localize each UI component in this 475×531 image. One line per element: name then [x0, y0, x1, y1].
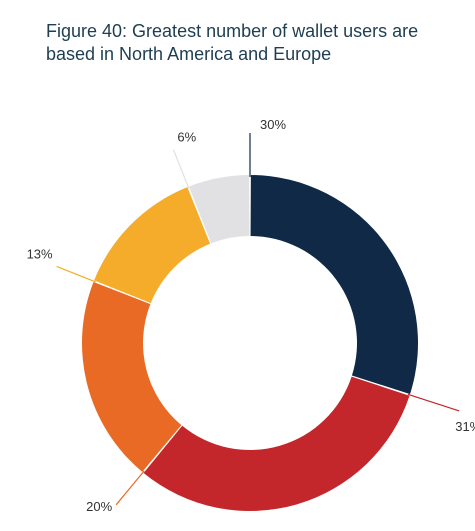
leader-line-31-percent [407, 393, 460, 412]
donut-slice-20-percent [82, 281, 182, 472]
donut-slice-30-percent [250, 175, 418, 395]
slice-label-30-percent: 30% [260, 117, 286, 132]
leader-line-6-percent [172, 149, 190, 189]
donut-slices [82, 175, 418, 511]
slice-label-13-percent: 13% [27, 246, 53, 261]
slice-label-31-percent: 31% [455, 419, 475, 434]
slice-labels: 30% 31% 20% 13% 6% [27, 117, 475, 514]
slice-label-6-percent: 6% [177, 130, 196, 145]
leader-line-20-percent [115, 470, 145, 506]
leader-line-13-percent [56, 265, 96, 283]
donut-slice-13-percent [94, 187, 211, 304]
donut-slice-6-percent [188, 175, 250, 244]
leader-lines [56, 133, 460, 506]
chart-title: Figure 40: Greatest number of wallet use… [46, 21, 419, 64]
slice-label-20-percent: 20% [86, 499, 112, 514]
donut-slice-31-percent [143, 376, 410, 511]
